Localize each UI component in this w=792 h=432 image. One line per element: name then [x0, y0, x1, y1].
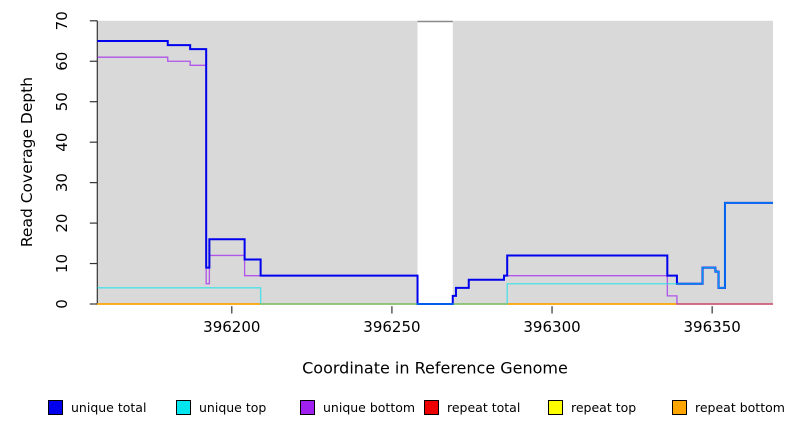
y-tick-label: 60 — [53, 52, 71, 71]
x-tick-label: 396200 — [203, 318, 260, 336]
x-axis-title: Coordinate in Reference Genome — [302, 358, 568, 378]
legend-item-repeat-bottom: repeat bottom — [672, 398, 785, 416]
legend-swatch-unique-bottom — [300, 399, 315, 415]
y-axis-title: Read Coverage Depth — [18, 76, 36, 248]
y-tick-label: 0 — [53, 299, 71, 309]
legend-label: unique bottom — [323, 399, 416, 415]
legend-label: repeat total — [447, 399, 521, 415]
y-tick-label: 70 — [53, 11, 71, 30]
legend-item-repeat-top: repeat top — [548, 398, 636, 416]
x-tick-label: 396350 — [684, 318, 741, 336]
y-tick-label: 30 — [53, 173, 71, 192]
y-tick-label: 50 — [53, 92, 71, 111]
legend-item-unique-total: unique total — [48, 398, 146, 416]
legend-label: repeat bottom — [695, 399, 785, 415]
legend-label: repeat top — [571, 399, 637, 415]
legend-label: unique total — [71, 399, 147, 415]
legend: unique total unique top unique bottom repea… — [0, 398, 792, 418]
no-data-band — [417, 20, 453, 305]
x-tick-label: 396250 — [363, 318, 420, 336]
legend-swatch-repeat-total — [424, 399, 439, 415]
legend-item-unique-top: unique top — [176, 398, 266, 416]
y-tick-label: 20 — [53, 214, 71, 233]
coverage-chart: 0 10 20 30 40 50 60 70 396200 396250 396300 396350 — [53, 11, 774, 336]
legend-swatch-repeat-bottom — [672, 399, 687, 415]
legend-swatch-repeat-top — [548, 399, 563, 415]
y-tick-label: 10 — [53, 254, 71, 273]
legend-item-unique-bottom: unique bottom — [300, 398, 415, 416]
x-tick-label: 396300 — [523, 318, 580, 336]
legend-item-repeat-total: repeat total — [424, 398, 520, 416]
legend-label: unique top — [199, 399, 267, 415]
legend-swatch-unique-total — [48, 399, 63, 415]
y-tick-label: 40 — [53, 133, 71, 152]
legend-swatch-unique-top — [176, 399, 191, 415]
series-line-unique-top — [97, 202, 773, 305]
